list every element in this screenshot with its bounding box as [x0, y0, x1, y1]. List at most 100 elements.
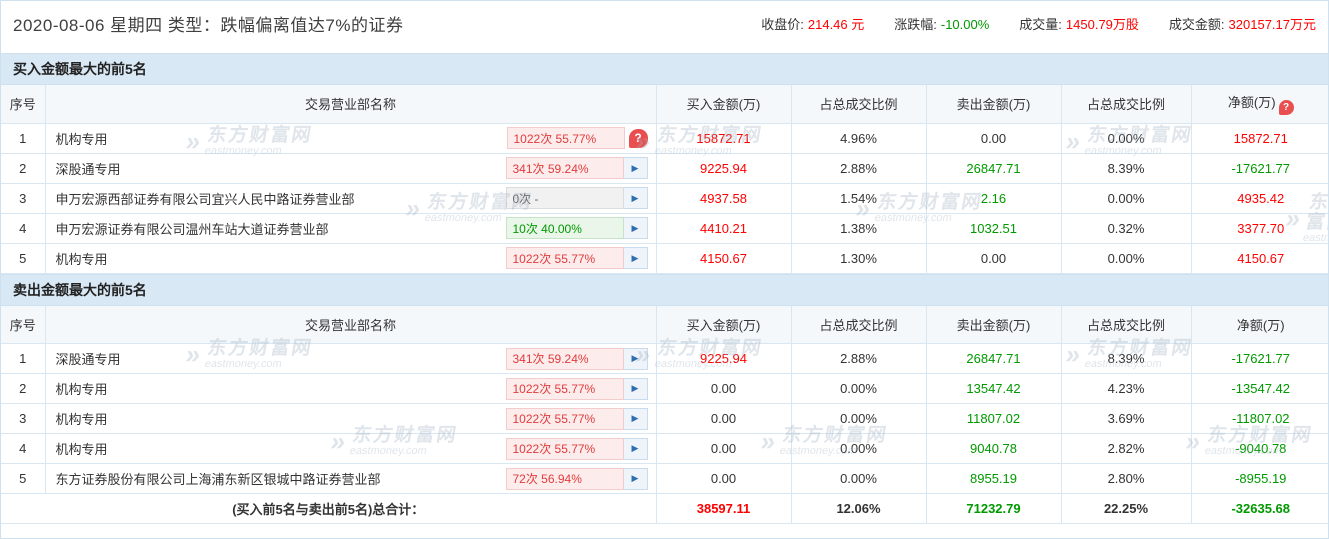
expand-arrow-icon[interactable]: ▶ [623, 217, 648, 239]
net-amount-cell: 4935.42 [1190, 182, 1328, 214]
branch-stats-badge[interactable]: 341次 59.24% ▶ [505, 157, 648, 179]
broker-name-link[interactable]: 东方证券股份有限公司上海浦东新区银城中路证券营业部 [55, 472, 381, 487]
badge-stats-text: 1022次 55.77% [505, 407, 624, 430]
col-seq: 序号 [1, 305, 46, 344]
buy-pct-cell: 0.00% [790, 433, 927, 464]
sell-amount-cell: 1032.51 [925, 212, 1062, 244]
col-broker-name: 交易营业部名称 [44, 305, 657, 344]
table-header-row: 序号 交易营业部名称 买入金额(万) 占总成交比例 卖出金额(万) 占总成交比例… [1, 85, 1328, 124]
sell-pct-cell: 2.80% [1060, 463, 1192, 494]
buy-amount-cell: 0.00 [655, 403, 792, 434]
net-amount-cell: 4150.67 [1190, 242, 1328, 274]
broker-name-link[interactable]: 机构专用 [55, 251, 108, 267]
broker-cell: 机构专用 1022次 55.77%? [44, 122, 657, 154]
net-amount-cell: 15872.71 [1190, 122, 1328, 154]
buy-pct-cell: 2.88% [790, 343, 927, 374]
table-row: 1 机构专用 1022次 55.77%? 15872.71 4.96% 0.00… [1, 122, 1328, 154]
branch-stats-badge[interactable]: 1022次 55.77% ▶ [505, 407, 648, 430]
stat-value: 320157.17万元 [1228, 16, 1316, 32]
sell-pct-cell: 3.69% [1060, 403, 1192, 434]
table-row: 1 深股通专用 341次 59.24% ▶ 9225.94 2.88% 26847… [1, 343, 1328, 374]
seq-cell: 2 [1, 152, 46, 184]
net-amount-cell: -11807.02 [1190, 403, 1328, 434]
branch-stats-badge[interactable]: 341次 59.24% ▶ [505, 347, 648, 370]
branch-stats-badge[interactable]: 1022次 55.77% ▶ [505, 377, 648, 400]
sell-table: 序号 交易营业部名称 买入金额(万) 占总成交比例 卖出金额(万) 占总成交比例… [1, 305, 1328, 524]
table-row: 5 机构专用 1022次 55.77% ▶ 4150.67 1.30% 0.00 … [1, 242, 1328, 274]
col-net-amount: 净额(万)? [1190, 85, 1328, 124]
help-icon[interactable]: ? [1278, 100, 1294, 116]
buy-table: 序号 交易营业部名称 买入金额(万) 占总成交比例 卖出金额(万) 占总成交比例… [1, 85, 1328, 274]
buy-amount-cell: 9225.94 [655, 343, 792, 374]
broker-cell: 申万宏源证券有限公司温州车站大道证券营业部 10次 40.00% ▶ [44, 212, 657, 244]
broker-name-link[interactable]: 申万宏源西部证券有限公司宜兴人民中路证券营业部 [55, 191, 355, 207]
stat-close-price: 收盘价: 214.46 元 [761, 14, 864, 33]
stat-label: 收盘价: [761, 16, 804, 32]
broker-cell: 深股通专用 341次 59.24% ▶ [44, 343, 657, 374]
branch-stats-badge[interactable]: 72次 56.94% ▶ [505, 467, 648, 490]
sell-amount-cell: 11807.02 [925, 403, 1062, 434]
buy-amount-cell: 0.00 [655, 433, 792, 464]
broker-name-link[interactable]: 机构专用 [55, 412, 108, 427]
sell-pct-cell: 8.39% [1060, 152, 1192, 184]
branch-stats-badge[interactable]: 1022次 55.77%? [506, 127, 648, 149]
expand-arrow-icon[interactable]: ▶ [623, 437, 648, 460]
table-row: 3 申万宏源西部证券有限公司宜兴人民中路证券营业部 0次 - ▶ 4937.58 … [1, 182, 1328, 214]
badge-stats-text: 341次 59.24% [505, 157, 624, 179]
topbar: 2020-08-06 星期四 类型：跌幅偏离值达7%的证券 收盘价: 214.46… [1, 1, 1328, 45]
seq-cell: 3 [1, 403, 46, 434]
stat-value: -10.00% [940, 16, 990, 32]
net-amount-cell: -8955.19 [1190, 463, 1328, 494]
expand-arrow-icon[interactable]: ▶ [623, 247, 648, 269]
total-sell-pct: 22.25% [1060, 493, 1192, 524]
sell-pct-cell: 4.23% [1060, 373, 1192, 404]
expand-arrow-icon[interactable]: ▶ [623, 157, 648, 179]
total-net-amount: -32635.68 [1190, 493, 1328, 524]
expand-arrow-icon[interactable]: ▶ [623, 347, 648, 370]
seq-cell: 2 [1, 373, 46, 404]
broker-name-link[interactable]: 申万宏源证券有限公司温州车站大道证券营业部 [55, 221, 329, 237]
buy-pct-cell: 0.00% [790, 463, 927, 494]
seq-cell: 5 [1, 463, 46, 494]
total-sell-amount: 71232.79 [925, 493, 1062, 524]
total-buy-pct: 12.06% [790, 493, 927, 524]
expand-arrow-icon[interactable]: ▶ [623, 377, 648, 400]
seq-cell: 3 [1, 182, 46, 214]
sell-pct-cell: 0.00% [1060, 122, 1192, 154]
seq-cell: 4 [1, 212, 46, 244]
broker-name-link[interactable]: 深股通专用 [55, 352, 121, 367]
help-icon[interactable]: ? [628, 128, 648, 148]
broker-name-link[interactable]: 机构专用 [55, 131, 108, 147]
sell-section-title: 卖出金额最大的前5名 [1, 273, 1328, 306]
buy-pct-cell: 1.30% [790, 242, 927, 274]
expand-arrow-icon[interactable]: ▶ [623, 187, 648, 209]
table-row: 4 机构专用 1022次 55.77% ▶ 0.00 0.00% 9040.78 … [1, 433, 1328, 464]
table-row: 3 机构专用 1022次 55.77% ▶ 0.00 0.00% 11807.02… [1, 403, 1328, 434]
broker-name-link[interactable]: 机构专用 [55, 382, 108, 397]
buy-amount-cell: 0.00 [655, 463, 792, 494]
expand-arrow-icon[interactable]: ▶ [623, 467, 648, 490]
badge-stats-text: 10次 40.00% [505, 217, 624, 239]
broker-name-link[interactable]: 深股通专用 [55, 161, 121, 177]
expand-arrow-icon[interactable]: ▶ [623, 407, 648, 430]
badge-stats-text: 1022次 55.77% [505, 437, 624, 460]
col-sell-pct: 占总成交比例 [1060, 305, 1192, 344]
branch-stats-badge[interactable]: 1022次 55.77% ▶ [505, 247, 648, 269]
broker-cell: 机构专用 1022次 55.77% ▶ [44, 403, 657, 434]
stat-value: 1450.79万股 [1065, 16, 1139, 32]
stat-turnover: 成交金额: 320157.17万元 [1169, 14, 1316, 33]
broker-name-link[interactable]: 机构专用 [55, 442, 108, 457]
branch-stats-badge[interactable]: 10次 40.00% ▶ [505, 217, 648, 239]
col-net-label: 净额(万) [1227, 95, 1276, 111]
branch-stats-badge[interactable]: 1022次 55.77% ▶ [505, 437, 648, 460]
col-net-amount: 净额(万) [1190, 305, 1328, 344]
summary-stats: 收盘价: 214.46 元 涨跌幅: -10.00% 成交量: 1450.79万股 成… [761, 14, 1316, 33]
badge-stats-text: 341次 59.24% [505, 347, 624, 370]
seq-cell: 5 [1, 242, 46, 274]
branch-stats-badge[interactable]: 0次 - ▶ [505, 187, 648, 209]
stat-label: 成交金额: [1168, 16, 1225, 32]
table-row: 2 机构专用 1022次 55.77% ▶ 0.00 0.00% 13547.42… [1, 373, 1328, 404]
total-buy-amount: 38597.11 [655, 493, 792, 524]
buy-amount-cell: 4150.67 [655, 242, 792, 274]
